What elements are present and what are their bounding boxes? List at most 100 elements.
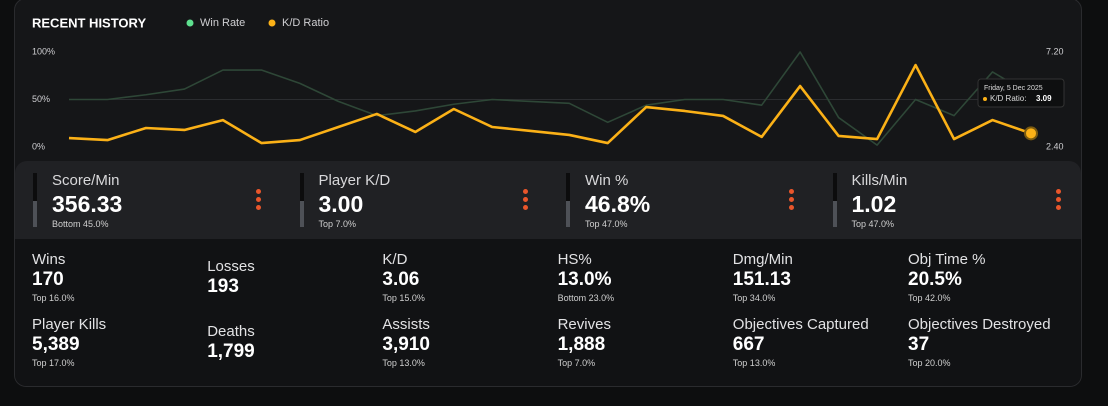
stat-rank: Top 7.0% xyxy=(557,358,596,368)
stat-value: 5,389 xyxy=(32,334,80,355)
stat-value: 667 xyxy=(732,334,765,355)
menu-dot xyxy=(522,189,528,194)
menu-dot xyxy=(1055,197,1061,202)
stat-cards: Score/Min 356.33 Bottom 45.0% Player K/D 3.0… xyxy=(15,161,1081,239)
stat-value: 356.33 xyxy=(52,191,123,217)
stat-rank: Bottom 23.0% xyxy=(557,293,615,303)
stat-label: Player Kills xyxy=(32,316,107,333)
rank-bar xyxy=(33,173,37,227)
stat-value: 20.5% xyxy=(908,269,962,290)
stat-label: Dmg/Min xyxy=(732,251,793,268)
stat-value: 37 xyxy=(908,334,930,355)
y-tick-label: 0% xyxy=(32,141,45,151)
legend-marker xyxy=(268,19,276,27)
stat-value: 151.13 xyxy=(732,269,791,290)
stat: Dmg/Min 151.13 Top 34.0% xyxy=(733,251,903,303)
stat-rank: Top 13.0% xyxy=(382,358,425,368)
menu-button[interactable] xyxy=(256,189,262,213)
menu-dot xyxy=(789,197,794,202)
stat: Deaths 1,799 xyxy=(207,323,377,363)
stat-label: Kills/Min xyxy=(851,172,908,189)
tooltip-value: 3.09 xyxy=(1036,94,1052,103)
stat-rank: Top 20.0% xyxy=(908,358,951,368)
stat: Objectives Captured 667 Top 13.0% xyxy=(733,316,903,368)
tooltip-title: Friday, 5 Dec 2025 xyxy=(984,85,1043,92)
tooltip-marker xyxy=(983,97,987,101)
stat-value: 1.02 xyxy=(851,191,897,217)
stat-rank: Bottom 45.0% xyxy=(52,219,109,229)
rank-bar xyxy=(299,173,304,227)
stat-value: 3.00 xyxy=(318,191,364,217)
panel: RECENT HISTORY Win Rate K/D Ratio 0% 50% 100… xyxy=(14,0,1082,387)
menu-dot xyxy=(256,189,261,194)
stat-card: Player K/D 3.00 Top 7.0% xyxy=(297,161,557,239)
rank-bar xyxy=(832,173,837,227)
stat-label: Objectives Destroyed xyxy=(908,316,1051,333)
y-tick-label: 50% xyxy=(32,94,50,104)
y-tick-label: 100% xyxy=(32,46,55,56)
stat-value: 3.06 xyxy=(382,269,420,290)
stat-rank: Top 17.0% xyxy=(32,358,75,368)
menu-button[interactable] xyxy=(522,189,529,213)
stat-label: Wins xyxy=(32,251,66,268)
menu-dot xyxy=(1055,189,1061,194)
stat: Losses 193 xyxy=(207,258,377,298)
rank-bar-fill xyxy=(33,201,37,227)
stat-card: Score/Min 356.33 Bottom 45.0% xyxy=(30,161,290,239)
stat-card: Kills/Min 1.02 Top 47.0% xyxy=(830,161,1082,239)
stat: Player Kills 5,389 Top 17.0% xyxy=(32,316,202,368)
stat: Wins 170 Top 16.0% xyxy=(32,251,202,303)
legend-label: K/D Ratio xyxy=(282,17,329,29)
menu-button[interactable] xyxy=(789,189,795,213)
rank-bar xyxy=(566,173,570,227)
stat-rank: Top 7.0% xyxy=(318,219,357,229)
stat-value: 46.8% xyxy=(585,191,651,217)
stat-card: Win % 46.8% Top 47.0% xyxy=(563,161,823,239)
stat-label: K/D xyxy=(382,251,408,268)
legend-label: Win Rate xyxy=(200,17,245,29)
menu-dot xyxy=(789,205,794,210)
rank-bar-fill xyxy=(299,201,304,227)
stat-value: 3,910 xyxy=(382,334,430,355)
menu-dot xyxy=(256,197,261,202)
stat-value: 13.0% xyxy=(557,269,612,290)
stat-label: Win % xyxy=(585,172,629,189)
stat: Revives 1,888 Top 7.0% xyxy=(558,316,728,368)
menu-dot xyxy=(789,189,794,194)
stat: Obj Time % 20.5% Top 42.0% xyxy=(908,251,1078,303)
menu-dot xyxy=(522,205,528,210)
tooltip xyxy=(977,78,1065,108)
rank-bar-fill xyxy=(832,201,837,227)
line xyxy=(69,51,1032,146)
stat-label: Score/Min xyxy=(52,172,120,189)
stat-rank: Top 47.0% xyxy=(585,219,628,229)
stat: Assists 3,910 Top 13.0% xyxy=(382,316,552,368)
stat-label: Obj Time % xyxy=(908,251,986,268)
stat: HS% 13.0% Bottom 23.0% xyxy=(558,251,728,303)
stat-value: 1,888 xyxy=(557,334,606,355)
stat-rank: Top 13.0% xyxy=(732,358,776,368)
highlight-point xyxy=(1024,126,1038,141)
stat-rank: Top 47.0% xyxy=(851,219,895,229)
chart: RECENT HISTORY Win Rate K/D Ratio 0% 50% 100… xyxy=(32,15,1065,151)
stat-label: Player K/D xyxy=(318,172,391,189)
stat-rank: Top 15.0% xyxy=(382,293,425,303)
line xyxy=(68,63,1032,145)
y2-tick-label: 7.20 xyxy=(1046,46,1064,56)
stat-value: 193 xyxy=(207,276,239,297)
menu-dot xyxy=(256,205,261,210)
stat-value: 1,799 xyxy=(207,341,255,362)
chart-title: RECENT HISTORY xyxy=(32,15,146,30)
stat-label: Assists xyxy=(382,316,430,333)
stat: Objectives Destroyed 37 Top 20.0% xyxy=(908,316,1078,368)
stat-rank: Top 42.0% xyxy=(908,293,951,303)
menu-dot xyxy=(1055,205,1061,210)
stats-grid: Wins 170 Top 16.0% Losses 193 K/D 3.06 Top 15.0… xyxy=(15,239,1081,386)
stat-label: Losses xyxy=(207,258,255,275)
y2-tick-label: 2.40 xyxy=(1046,141,1064,151)
stat-rank: Top 34.0% xyxy=(732,293,776,303)
stat-label: HS% xyxy=(557,251,592,268)
stat-value: 170 xyxy=(32,269,64,290)
menu-button[interactable] xyxy=(1055,189,1062,213)
